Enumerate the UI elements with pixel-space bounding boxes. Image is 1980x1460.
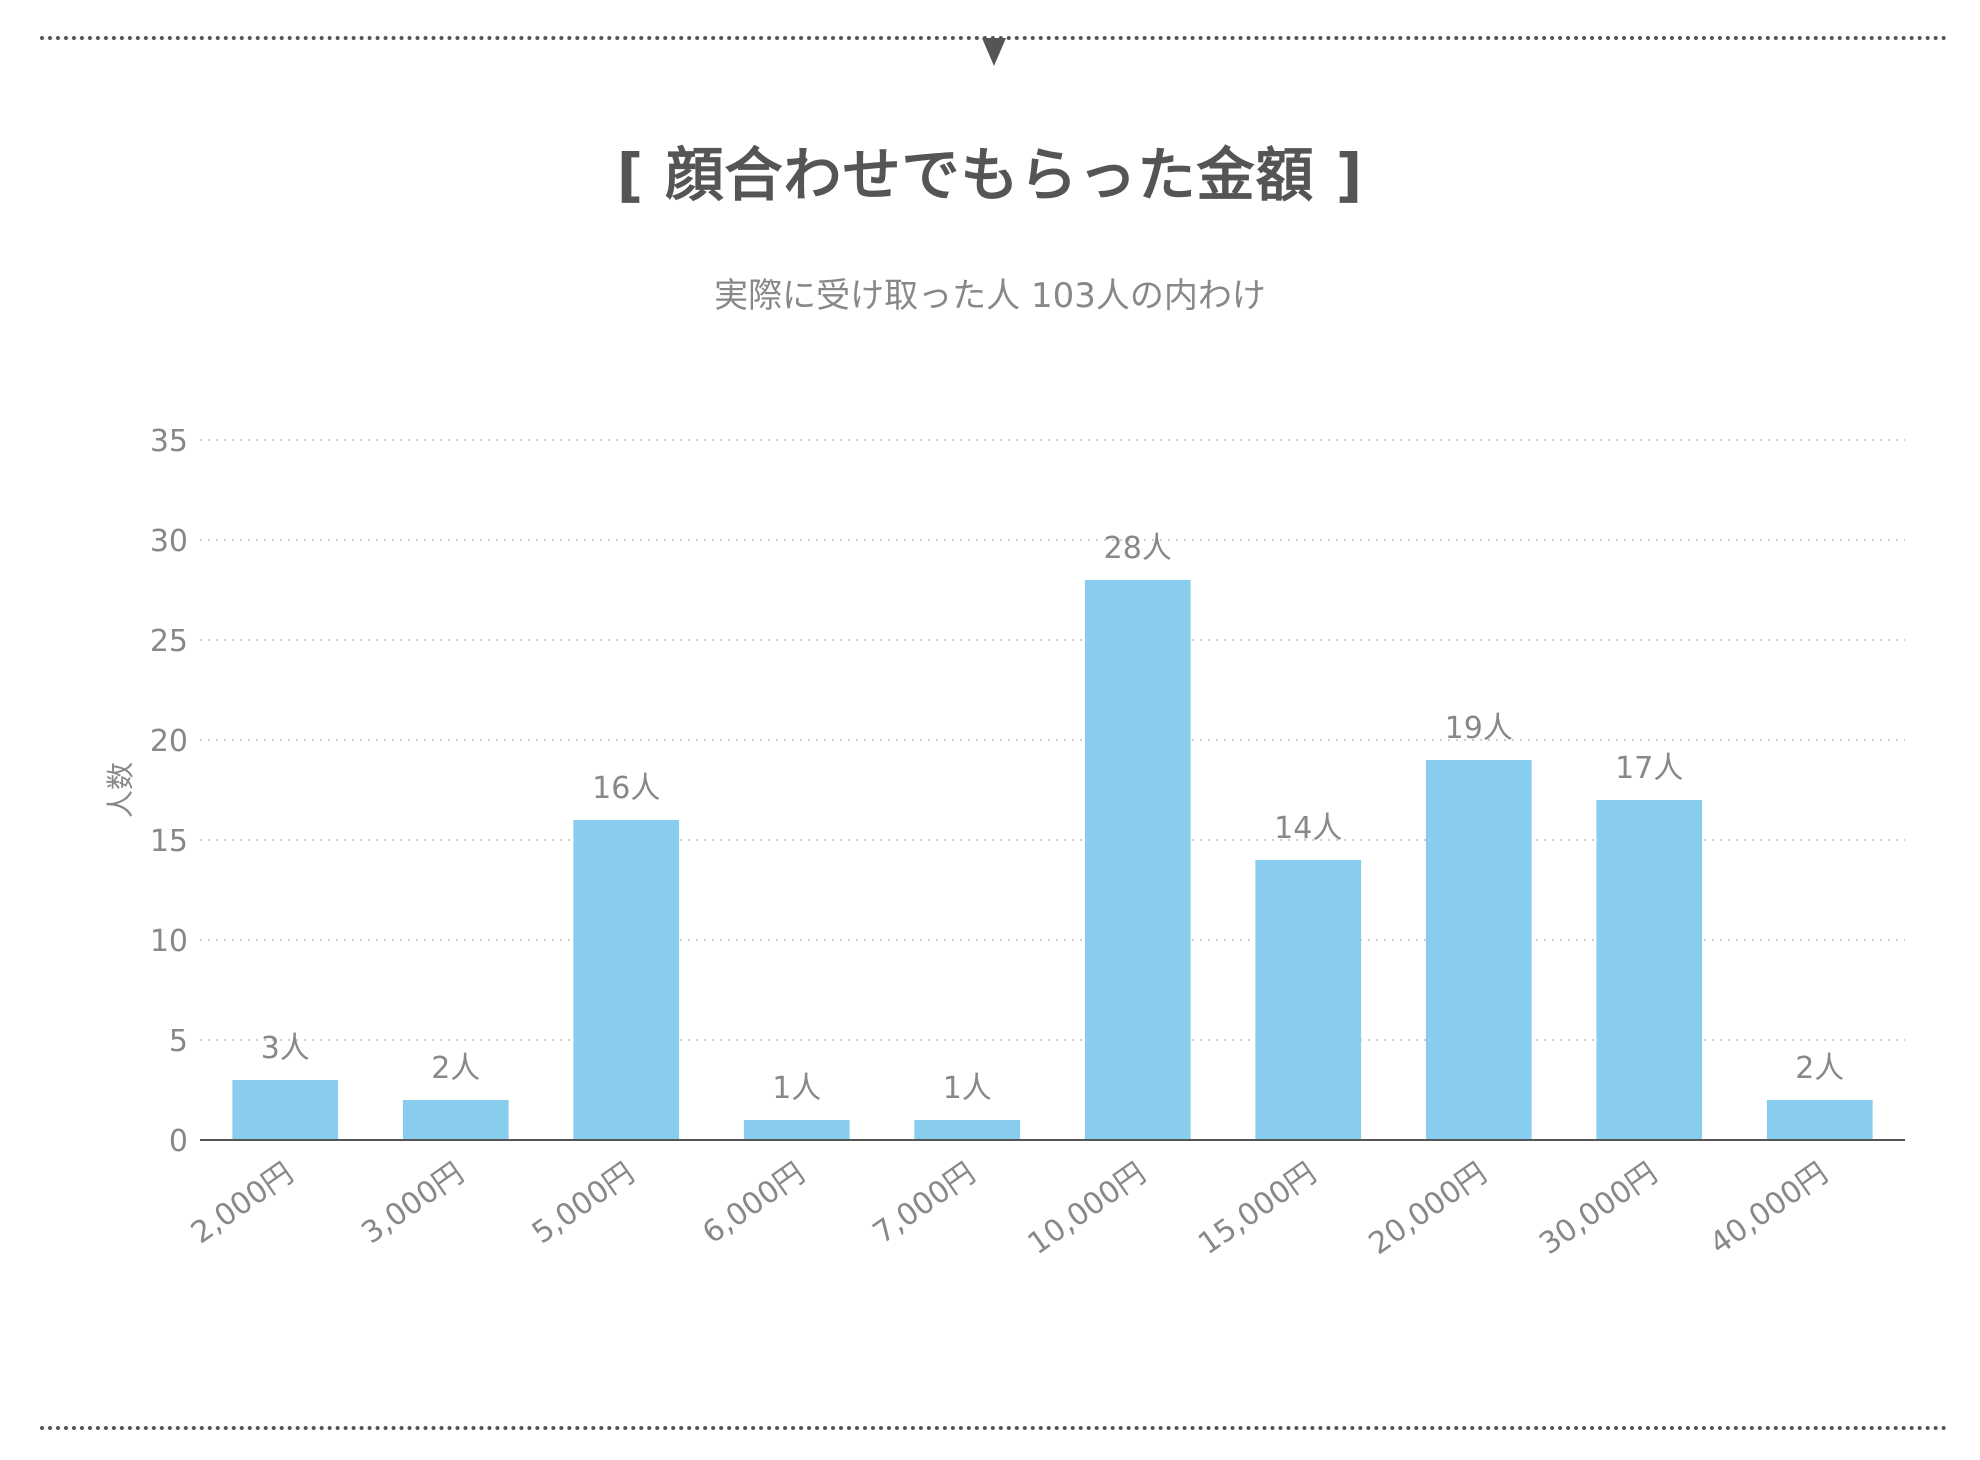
bar bbox=[1766, 1100, 1873, 1140]
data-label: 19人 bbox=[1445, 711, 1513, 746]
bar bbox=[1425, 760, 1532, 1140]
data-label: 2人 bbox=[1795, 1051, 1844, 1086]
chart-title: [ 顔合わせでもらった金額 ] bbox=[616, 141, 1364, 209]
x-tick-label: 2,000円 bbox=[185, 1156, 300, 1251]
x-tick-label: 5,000円 bbox=[526, 1156, 641, 1251]
y-tick-label: 30 bbox=[150, 524, 188, 559]
data-labels: 3人 2人 16人 1人 1人 28人 14人 19人 17人 2人 bbox=[261, 531, 1845, 1106]
bar bbox=[1255, 860, 1362, 1140]
bar bbox=[573, 820, 680, 1140]
bar bbox=[1084, 580, 1191, 1140]
data-label: 17人 bbox=[1615, 751, 1683, 786]
bottom-dotted-divider bbox=[40, 1426, 1948, 1430]
data-label: 1人 bbox=[943, 1071, 992, 1106]
x-tick-label: 15,000円 bbox=[1192, 1156, 1323, 1262]
y-tick-label: 0 bbox=[169, 1124, 188, 1159]
chart-subtitle: 実際に受け取った人 103人の内わけ bbox=[714, 276, 1266, 316]
y-tick-label: 10 bbox=[150, 924, 188, 959]
x-tick-label: 10,000円 bbox=[1022, 1156, 1153, 1262]
data-label: 3人 bbox=[261, 1031, 310, 1066]
y-tick-label: 25 bbox=[150, 624, 188, 659]
x-tick-label: 6,000円 bbox=[696, 1156, 811, 1251]
x-tick-label: 40,000円 bbox=[1704, 1156, 1835, 1262]
y-axis-ticks: 0 5 10 15 20 25 30 35 bbox=[150, 424, 188, 1159]
data-label: 16人 bbox=[592, 771, 660, 806]
bar bbox=[743, 1120, 850, 1140]
x-tick-label: 7,000円 bbox=[867, 1156, 982, 1251]
data-label: 28人 bbox=[1104, 531, 1172, 566]
x-axis-ticks: 2,000円 3,000円 5,000円 6,000円 7,000円 10,000円 15,… bbox=[185, 1156, 1835, 1262]
y-tick-label: 15 bbox=[150, 824, 188, 859]
data-label: 1人 bbox=[772, 1071, 821, 1106]
y-tick-label: 5 bbox=[169, 1024, 188, 1059]
bar bbox=[1596, 800, 1703, 1140]
y-tick-label: 35 bbox=[150, 424, 188, 459]
bar bbox=[914, 1120, 1021, 1140]
bar bbox=[232, 1080, 339, 1140]
y-axis-label: 人数 bbox=[104, 762, 137, 818]
bar-chart: 0 5 10 15 20 25 30 35 3人 2人 16人 1人 1人 28人 14人 19人 17人 2人… bbox=[104, 424, 1905, 1262]
x-tick-label: 30,000円 bbox=[1533, 1156, 1664, 1262]
bar bbox=[402, 1100, 509, 1140]
x-tick-label: 20,000円 bbox=[1363, 1156, 1494, 1262]
down-arrow-icon bbox=[982, 38, 1006, 66]
y-tick-label: 20 bbox=[150, 724, 188, 759]
data-label: 2人 bbox=[431, 1051, 480, 1086]
bars bbox=[232, 580, 1873, 1140]
x-tick-label: 3,000円 bbox=[355, 1156, 470, 1251]
data-label: 14人 bbox=[1274, 811, 1342, 846]
